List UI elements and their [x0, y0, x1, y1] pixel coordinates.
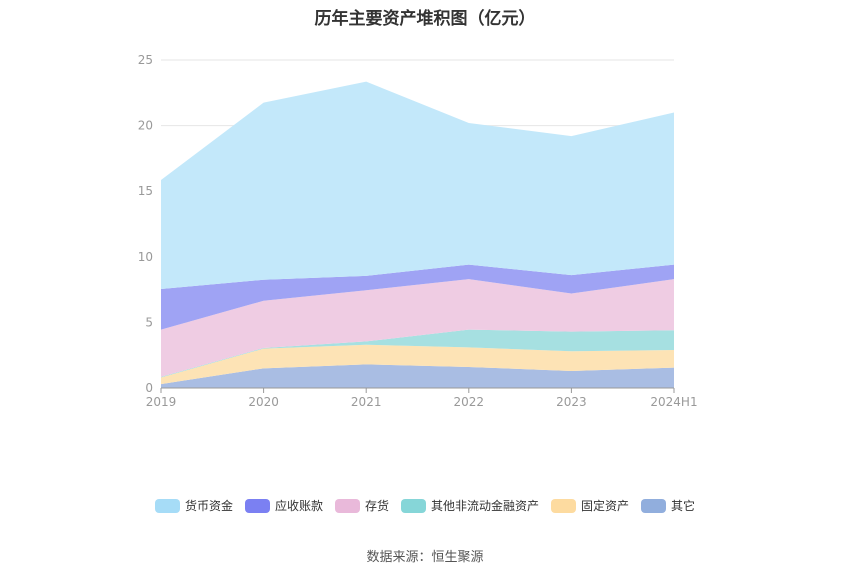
- legend-swatch: [551, 498, 577, 513]
- y-tick-label: 0: [145, 381, 153, 395]
- legend-item[interactable]: 固定资产: [551, 497, 629, 514]
- area-应收账款: [161, 264, 674, 330]
- x-tick-label: 2019: [146, 395, 177, 409]
- legend-swatch: [154, 498, 180, 513]
- area-固定资产: [161, 344, 674, 385]
- y-tick-label: 15: [138, 184, 153, 198]
- legend-label: 应收账款: [274, 499, 323, 513]
- legend-swatch: [401, 498, 426, 513]
- legend-swatch: [641, 498, 667, 513]
- legend-label: 固定资产: [581, 499, 630, 513]
- x-tick-label: 2020: [248, 395, 279, 409]
- x-tick-label: 2021: [351, 395, 382, 409]
- y-tick-label: 20: [138, 119, 153, 133]
- area-货币资金: [161, 81, 674, 289]
- y-tick-label: 25: [138, 53, 153, 67]
- legend-item[interactable]: 应收账款: [244, 497, 323, 514]
- x-tick-label: 2024H1: [650, 395, 697, 409]
- legend-swatch: [244, 498, 270, 513]
- y-tick-label: 10: [138, 250, 153, 264]
- legend-item[interactable]: 货币资金: [154, 497, 233, 514]
- legend-label: 其他非流动金融资产: [431, 499, 540, 513]
- x-tick-label: 2022: [454, 395, 485, 409]
- legend-label: 货币资金: [184, 499, 233, 513]
- area-其他非流动金融资产: [161, 329, 674, 378]
- axes: [160, 387, 675, 393]
- area-其它: [161, 364, 674, 388]
- tick-labels: 0 5 10 15 20 25 2019 2020 2021 2022 2023 2024H1: [138, 53, 698, 409]
- x-tick-label: 2023: [556, 395, 587, 409]
- y-tick-label: 5: [145, 315, 153, 329]
- legend-item[interactable]: 其它: [641, 497, 695, 514]
- legend-label: 其它: [671, 499, 696, 513]
- area-存货: [161, 279, 674, 377]
- legend: 货币资金 应收账款 存货 其他非流动金融资产 固定资产 其它: [0, 497, 850, 514]
- legend-item[interactable]: 存货: [334, 497, 389, 514]
- legend-swatch: [334, 498, 360, 513]
- legend-item[interactable]: 其他非流动金融资产: [401, 497, 539, 514]
- legend-label: 存货: [364, 499, 389, 513]
- source-note: 数据来源：恒生聚源: [366, 550, 484, 565]
- area-series: [161, 81, 674, 388]
- chart-title: 历年主要资产堆积图（亿元）: [314, 9, 536, 29]
